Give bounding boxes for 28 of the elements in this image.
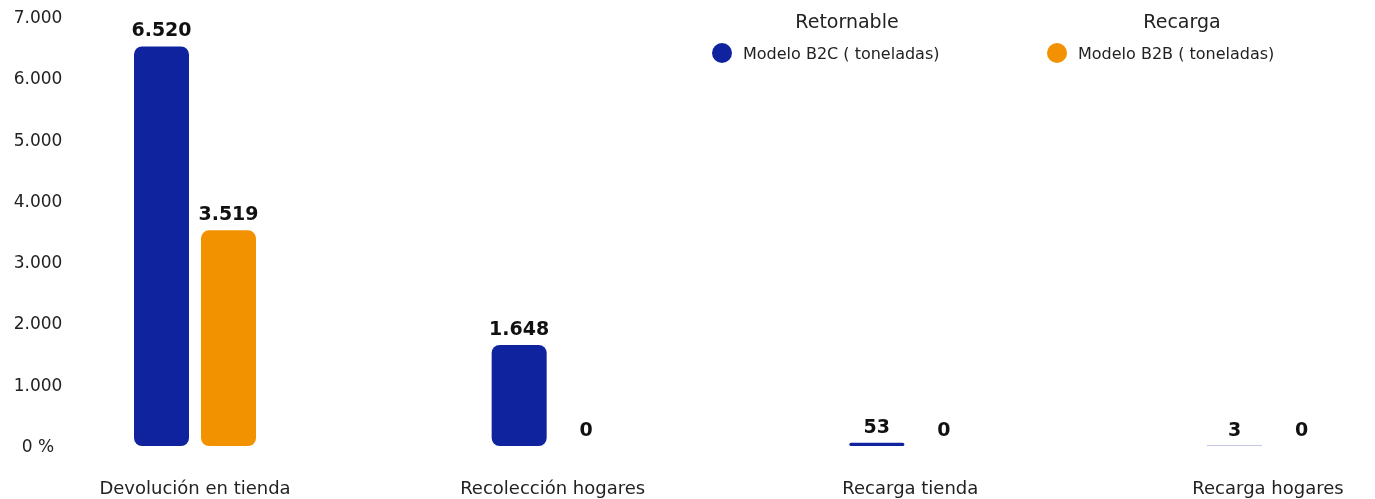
y-tick-label: 5.000 [13,129,63,150]
y-tick-label: 6.000 [13,68,63,89]
data-label: 6.520 [131,18,192,41]
legend-label: Modelo B2C ( toneladas) [743,43,940,63]
y-tick-label: 0 % [21,435,55,456]
annotation: Recarga [1143,9,1221,32]
legend-label: Modelo B2B ( toneladas) [1078,43,1275,63]
x-tick-label: Recarga hogares [1192,477,1344,499]
bar [849,442,905,446]
y-tick-label: 3.000 [13,252,63,273]
x-tick-label: Recarga tienda [842,477,979,499]
data-label: 1.648 [489,317,550,339]
data-label: 3.519 [198,202,259,225]
bar [134,46,189,446]
data-label: 0 [579,418,593,440]
bar [201,230,256,446]
data-label: 3 [1227,417,1242,440]
y-tick-label: 2.000 [13,313,63,334]
y-tick-label: 1.000 [13,374,63,395]
annotation: Retornable [795,9,899,32]
bar [491,345,547,446]
x-tick-label: Devolución en tienda [99,477,291,499]
y-tick-label: 4.000 [13,190,63,211]
data-label: 53 [863,414,891,437]
data-label: 0 [937,418,951,440]
data-label: 0 [1294,418,1309,440]
x-tick-label: Recolección hogares [460,477,646,499]
y-tick-label: 7.000 [13,6,63,27]
